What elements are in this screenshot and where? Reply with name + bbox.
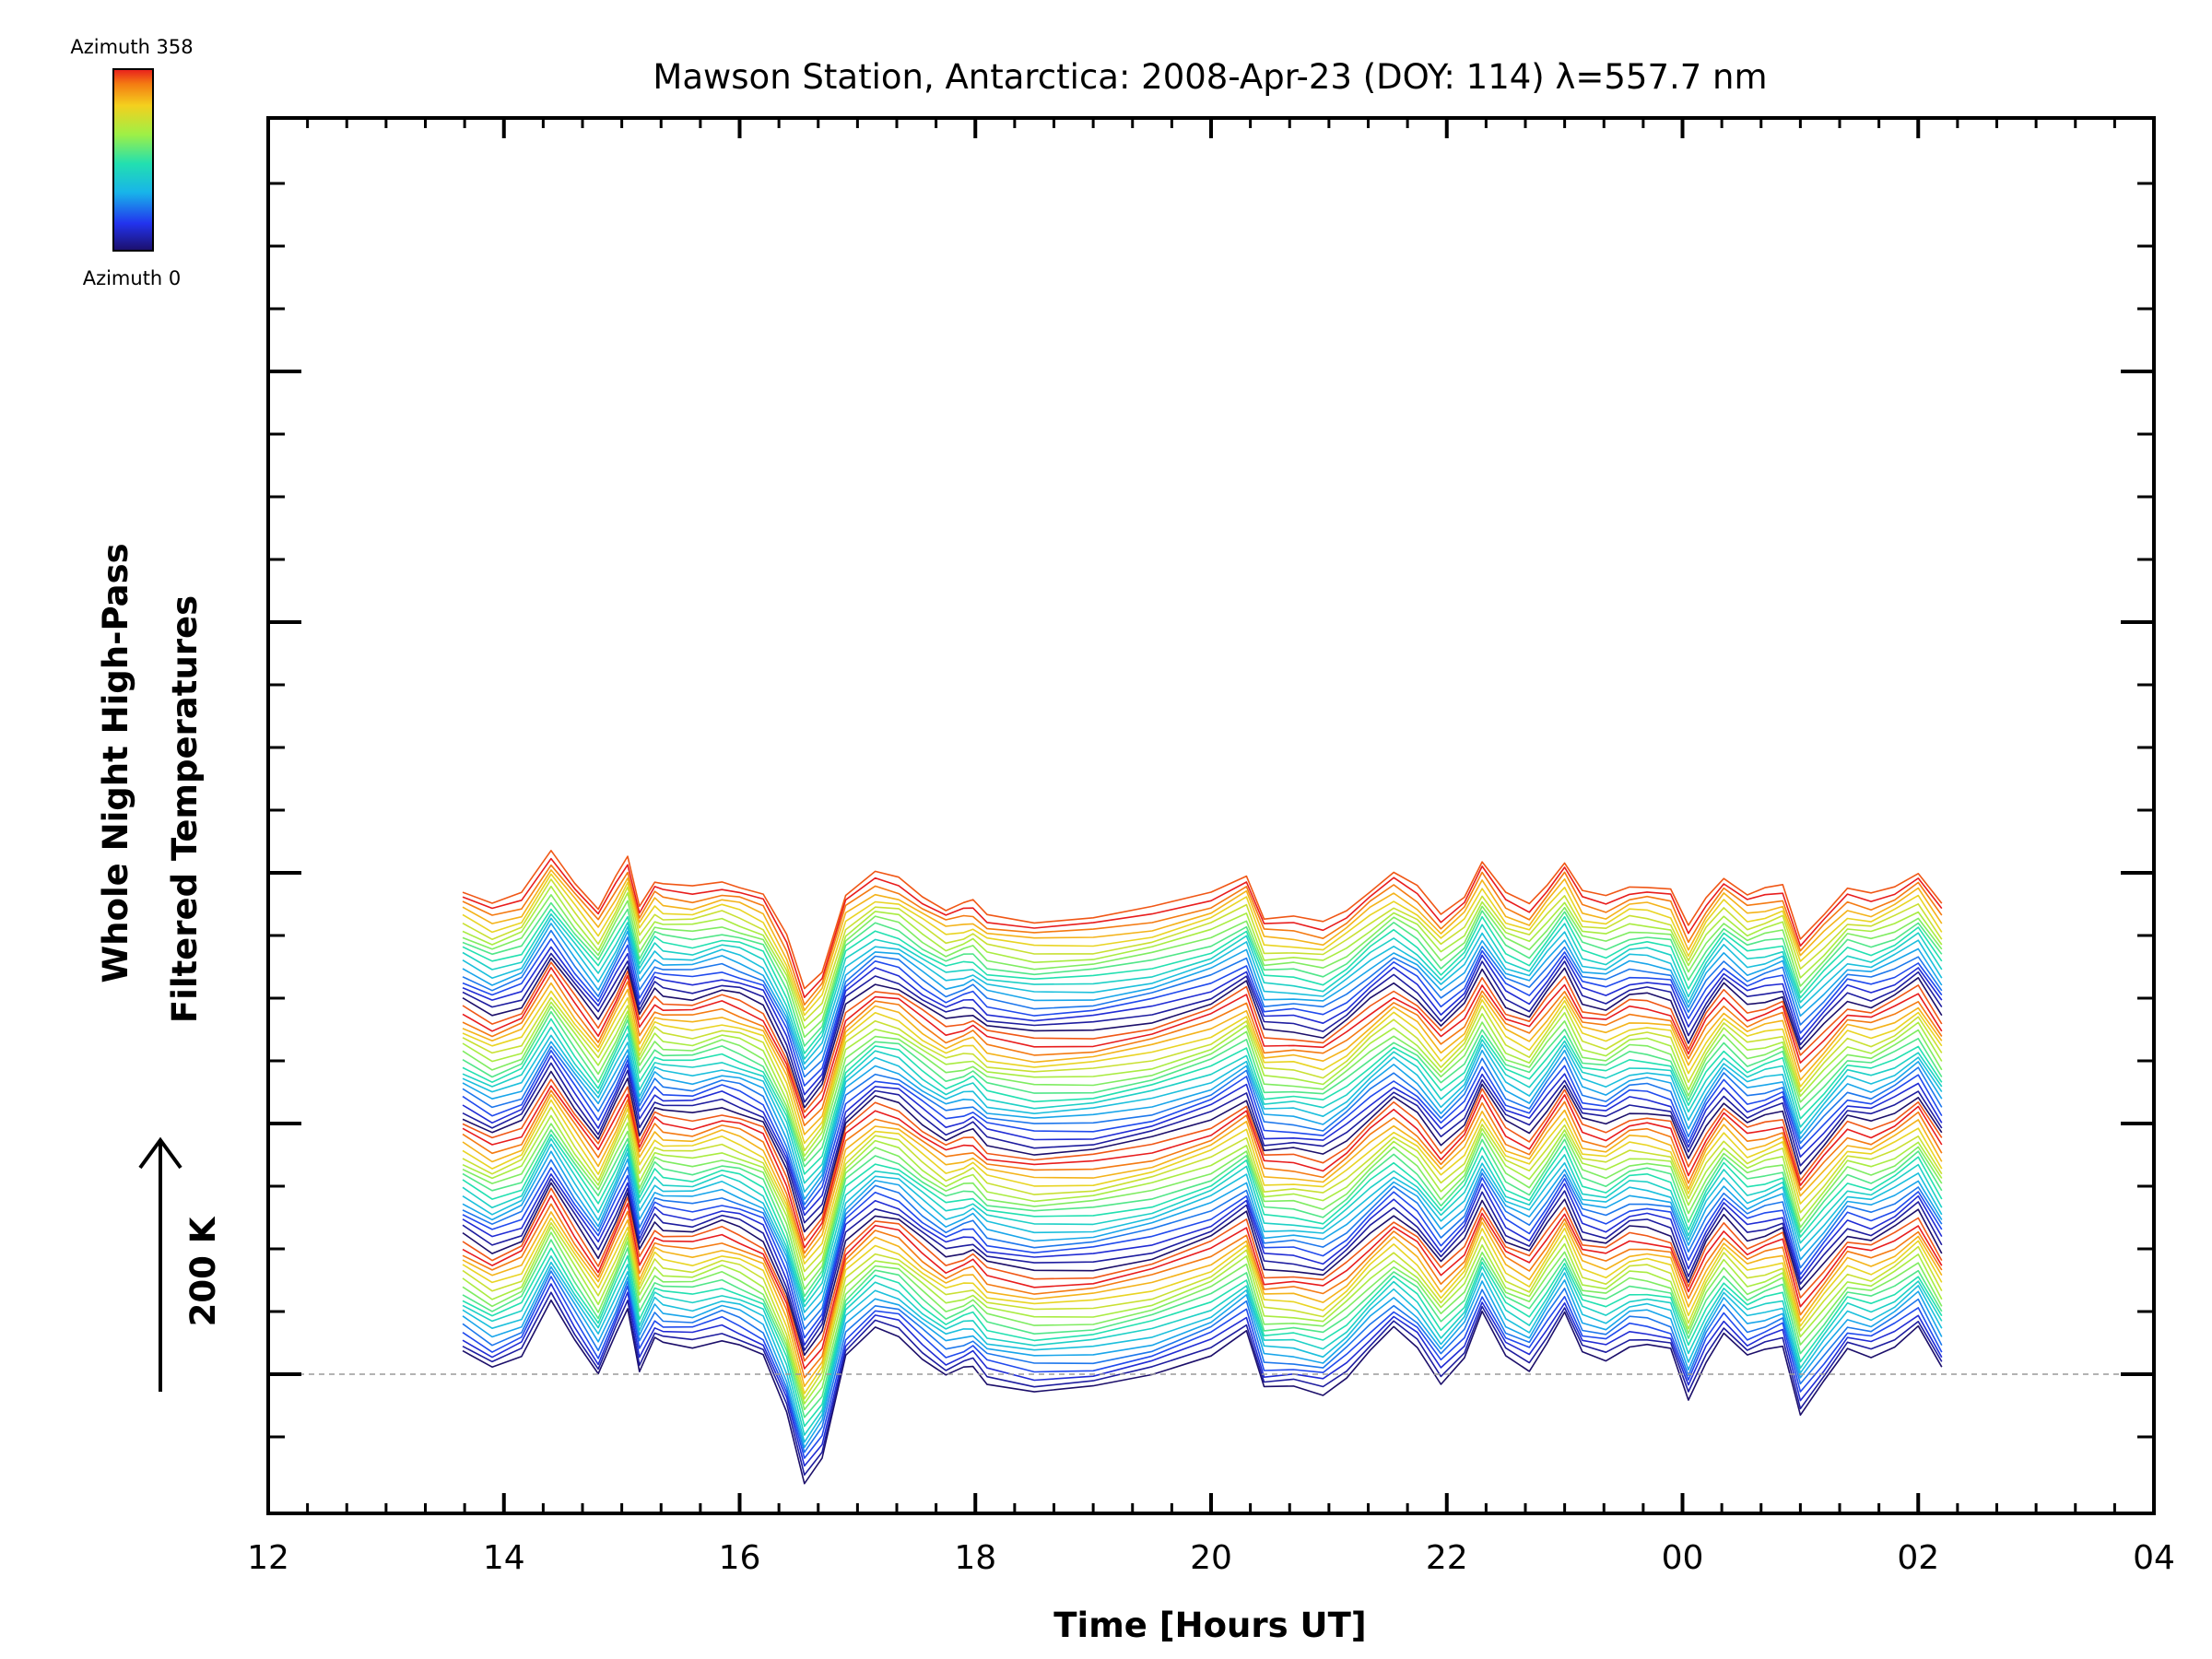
colorbar: Azimuth 358 Azimuth 0	[70, 36, 193, 289]
series-line	[462, 1123, 1943, 1290]
series-line	[462, 923, 1943, 1071]
series-line	[462, 901, 1943, 1047]
series-line	[462, 873, 1943, 1017]
series-line	[462, 957, 1943, 1109]
scale-arrow-head	[138, 1136, 182, 1170]
series-line	[462, 1129, 1943, 1298]
series-line	[462, 908, 1943, 1054]
series-line	[462, 1194, 1943, 1370]
series-line	[462, 1265, 1943, 1449]
series-line	[462, 1178, 1943, 1351]
y-ticks	[268, 182, 2154, 1439]
series-line	[462, 1054, 1943, 1217]
series-line	[462, 912, 1943, 1060]
x-tick-label: 16	[719, 1539, 761, 1577]
series-line	[462, 1182, 1943, 1357]
series-line	[462, 1026, 1943, 1184]
colorbar-bottom-label: Azimuth 0	[83, 267, 182, 289]
series-line	[462, 937, 1943, 1087]
series-line	[462, 864, 1943, 1006]
x-tick-label: 04	[2133, 1539, 2175, 1577]
series-line	[462, 1283, 1943, 1467]
series-line	[462, 967, 1943, 1119]
x-tick-label: 22	[1426, 1539, 1468, 1577]
y-axis-title-line2: Filtered Temperatures	[165, 595, 205, 1023]
colorbar-gradient	[112, 68, 154, 252]
series-line	[462, 1276, 1943, 1459]
colorbar-top-label: Azimuth 358	[70, 36, 193, 58]
series-line	[462, 1085, 1943, 1249]
series-line	[462, 973, 1943, 1126]
x-tick-label: 00	[1662, 1539, 1704, 1577]
series-layer	[462, 849, 1943, 1485]
x-tick-label: 20	[1190, 1539, 1232, 1577]
series-line	[462, 1239, 1943, 1418]
x-tick-labels: 12 14 16 18 20 22 00 02 04	[247, 1539, 2175, 1577]
series-line	[462, 1045, 1943, 1206]
series-line	[462, 1247, 1943, 1428]
series-line	[462, 1217, 1943, 1394]
series-line	[462, 1106, 1943, 1273]
series-line	[462, 946, 1943, 1096]
series-line	[462, 1006, 1943, 1162]
series-line	[462, 1159, 1943, 1330]
series-line	[462, 1187, 1943, 1362]
series-line	[462, 857, 1943, 998]
scale-label: 200 K	[183, 1216, 223, 1326]
series-line	[462, 1150, 1943, 1321]
series-line	[462, 982, 1943, 1135]
series-line	[462, 917, 1943, 1065]
series-line	[462, 1167, 1943, 1339]
series-line	[462, 1062, 1943, 1224]
series-line	[462, 1134, 1943, 1303]
x-tick-label: 14	[483, 1539, 525, 1577]
chart-title: Mawson Station, Antarctica: 2008-Apr-23 …	[653, 57, 1767, 97]
series-line	[462, 952, 1943, 1103]
series-line	[462, 849, 1943, 990]
series-line	[462, 1261, 1943, 1443]
series-line	[462, 1211, 1943, 1387]
series-line	[462, 929, 1943, 1078]
series-line	[462, 1137, 1943, 1308]
series-line	[462, 1291, 1943, 1477]
series-line	[462, 1010, 1943, 1168]
series-line	[462, 878, 1943, 1022]
series-line	[462, 893, 1943, 1039]
series-line	[462, 1173, 1943, 1347]
x-tick-label: 02	[1897, 1539, 1939, 1577]
series-line	[462, 869, 1943, 1012]
series-line	[462, 1018, 1943, 1175]
series-line	[462, 961, 1943, 1113]
y-axis-title-line1: Whole Night High-Pass	[96, 543, 135, 982]
series-line	[462, 1093, 1943, 1259]
series-line	[462, 1099, 1943, 1265]
series-line	[462, 1050, 1943, 1210]
series-line	[462, 1001, 1943, 1158]
scale-bar: 200 K	[138, 1136, 223, 1392]
x-ticks	[266, 118, 2156, 1513]
series-line	[462, 1221, 1943, 1400]
x-tick-label: 12	[247, 1539, 289, 1577]
series-line	[462, 1299, 1943, 1485]
series-line	[462, 1070, 1943, 1233]
series-line	[462, 1034, 1943, 1193]
series-line	[462, 1041, 1943, 1200]
x-tick-label: 18	[954, 1539, 996, 1577]
series-line	[462, 1114, 1943, 1281]
series-line	[462, 1089, 1943, 1254]
series-line	[462, 996, 1943, 1152]
series-line	[462, 1203, 1943, 1379]
series-line	[462, 1255, 1943, 1436]
series-line	[462, 885, 1943, 1030]
series-line	[462, 1143, 1943, 1313]
x-axis-title: Time [Hours UT]	[1053, 1606, 1366, 1645]
series-line	[462, 1231, 1943, 1411]
series-line	[462, 1270, 1943, 1453]
series-line	[462, 1078, 1943, 1241]
series-line	[462, 1226, 1943, 1405]
series-line	[462, 990, 1943, 1145]
